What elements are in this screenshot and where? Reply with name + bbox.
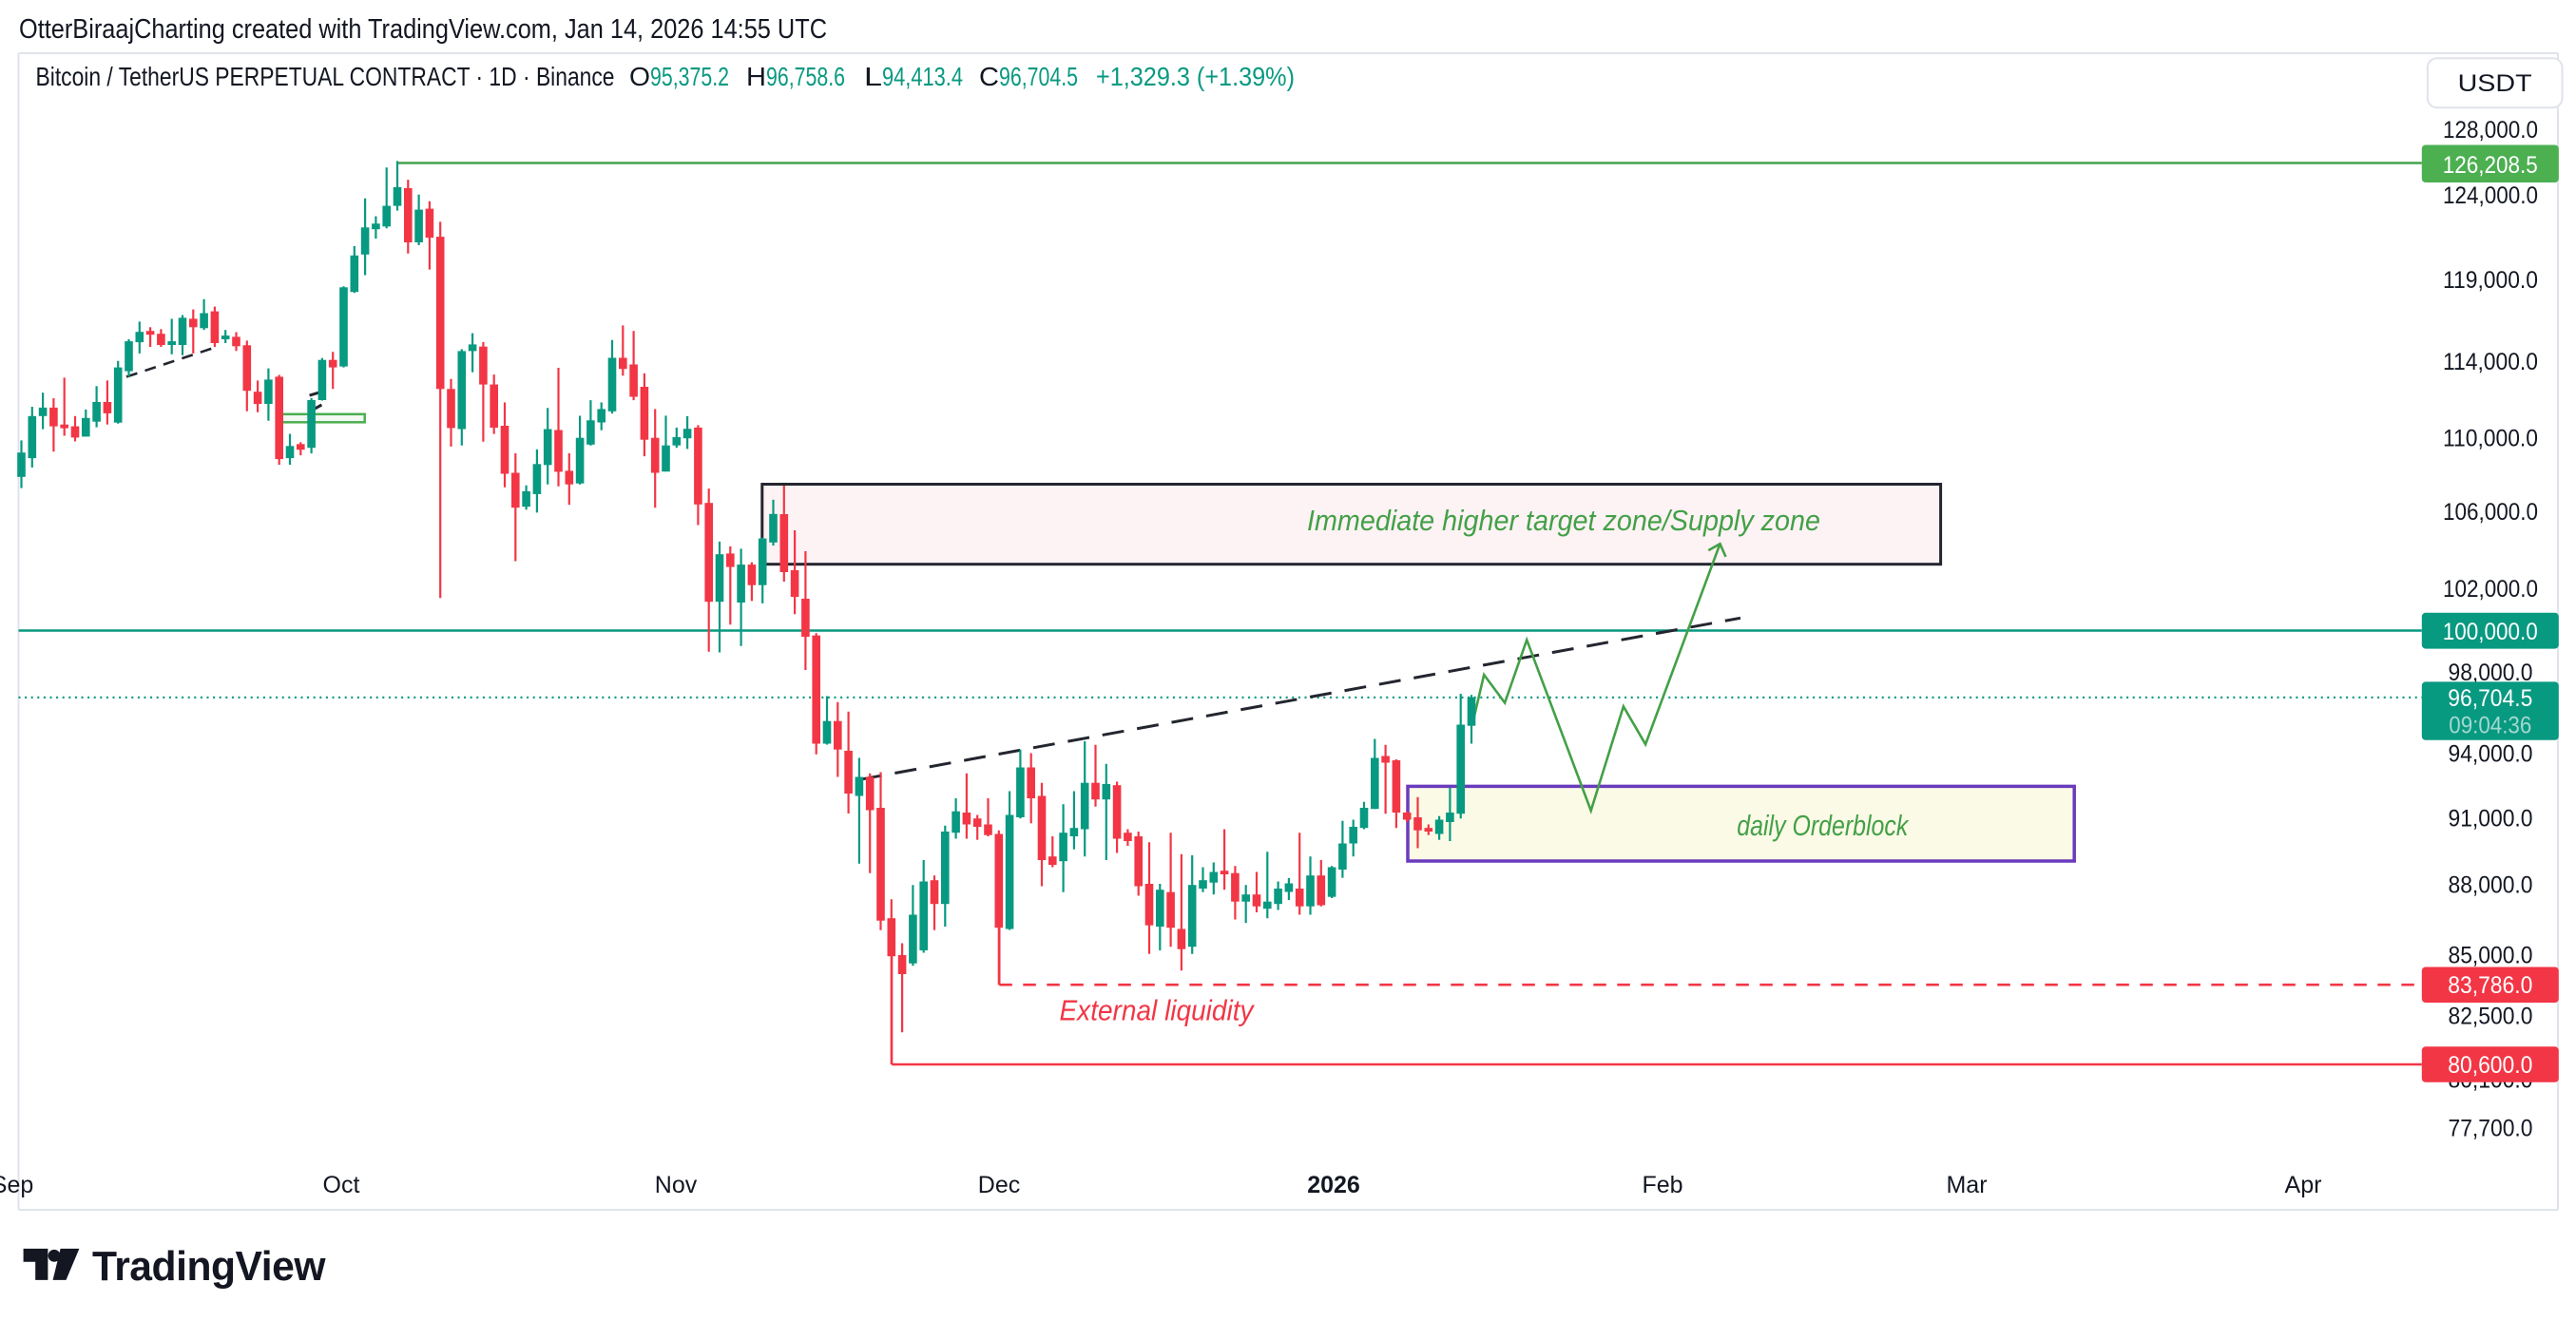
svg-text:Bitcoin / TetherUS PERPETUAL C: Bitcoin / TetherUS PERPETUAL CONTRACT · … [36, 62, 615, 91]
svg-text:External liquidity: External liquidity [1060, 994, 1256, 1027]
svg-text:2026: 2026 [1307, 1172, 1360, 1198]
svg-text:124,000.0: 124,000.0 [2443, 182, 2538, 209]
svg-text:85,000.0: 85,000.0 [2449, 942, 2533, 968]
svg-text:126,208.5: 126,208.5 [2443, 152, 2538, 179]
svg-text:88,000.0: 88,000.0 [2449, 872, 2533, 899]
svg-text:Immediate higher target zone/S: Immediate higher target zone/Supply zone [1307, 504, 1820, 537]
svg-text:96,704.5: 96,704.5 [999, 62, 1078, 91]
svg-text:H: H [746, 62, 766, 91]
svg-text:OtterBiraajCharting created wi: OtterBiraajCharting created with Trading… [19, 14, 827, 45]
svg-text:82,500.0: 82,500.0 [2449, 1003, 2533, 1029]
svg-text:110,000.0: 110,000.0 [2443, 426, 2538, 452]
svg-text:95,375.2: 95,375.2 [650, 62, 729, 91]
svg-text:94,413.4: 94,413.4 [882, 62, 963, 91]
svg-text:100,000.0: 100,000.0 [2443, 619, 2538, 645]
svg-text:+1,329.3 (+1.39%): +1,329.3 (+1.39%) [1096, 62, 1295, 91]
svg-text:O: O [629, 62, 650, 91]
svg-text:114,000.0: 114,000.0 [2443, 349, 2538, 375]
svg-text:Nov: Nov [655, 1172, 698, 1198]
svg-text:daily Orderblock: daily Orderblock [1737, 809, 1909, 842]
svg-text:Apr: Apr [2285, 1172, 2322, 1198]
svg-text:94,000.0: 94,000.0 [2449, 741, 2533, 768]
svg-text:Oct: Oct [323, 1172, 360, 1198]
svg-text:77,700.0: 77,700.0 [2449, 1116, 2533, 1142]
svg-text:80,600.0: 80,600.0 [2448, 1052, 2532, 1079]
svg-text:USDT: USDT [2458, 70, 2532, 97]
svg-text:L: L [864, 62, 882, 91]
svg-text:119,000.0: 119,000.0 [2443, 267, 2538, 294]
svg-text:91,000.0: 91,000.0 [2449, 806, 2533, 833]
svg-text:128,000.0: 128,000.0 [2443, 117, 2538, 144]
svg-text:102,000.0: 102,000.0 [2443, 576, 2538, 603]
svg-text:96,758.6: 96,758.6 [766, 62, 845, 91]
svg-text:09:04:36: 09:04:36 [2449, 713, 2531, 739]
svg-text:Dec: Dec [978, 1172, 1020, 1198]
svg-text:Sep: Sep [0, 1172, 33, 1198]
svg-text:C: C [979, 62, 999, 91]
svg-text:Feb: Feb [1642, 1172, 1682, 1198]
svg-text:83,786.0: 83,786.0 [2448, 972, 2532, 999]
svg-text:106,000.0: 106,000.0 [2443, 499, 2538, 526]
svg-text:96,704.5: 96,704.5 [2448, 685, 2532, 712]
svg-text:Mar: Mar [1946, 1172, 1987, 1198]
svg-text:98,000.0: 98,000.0 [2449, 660, 2533, 686]
svg-text:TradingView: TradingView [92, 1243, 326, 1290]
